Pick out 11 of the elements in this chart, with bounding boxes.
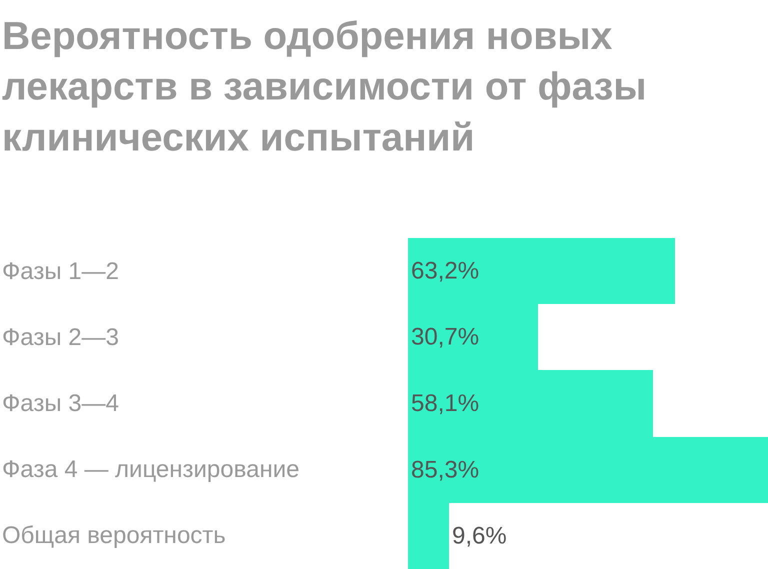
- y-tick-label: Фазы 3—4: [2, 390, 119, 417]
- chart-title: Вероятность одобрения новых лекарств в зависимости от фазы клинических испытаний: [2, 15, 647, 160]
- y-tick-label: Фазы 1—2: [2, 258, 119, 285]
- data-label: 58,1%: [411, 390, 480, 417]
- data-label: 63,2%: [411, 258, 480, 284]
- data-label: 30,7%: [411, 324, 480, 350]
- y-tick-label: Общая вероятность: [2, 522, 226, 549]
- y-tick-label: Фаза 4 — лицензирование: [2, 456, 300, 483]
- data-label: 9,6%: [452, 522, 507, 550]
- y-tick-label: Фазы 2—3: [2, 324, 119, 351]
- data-label: 85,3%: [411, 456, 480, 484]
